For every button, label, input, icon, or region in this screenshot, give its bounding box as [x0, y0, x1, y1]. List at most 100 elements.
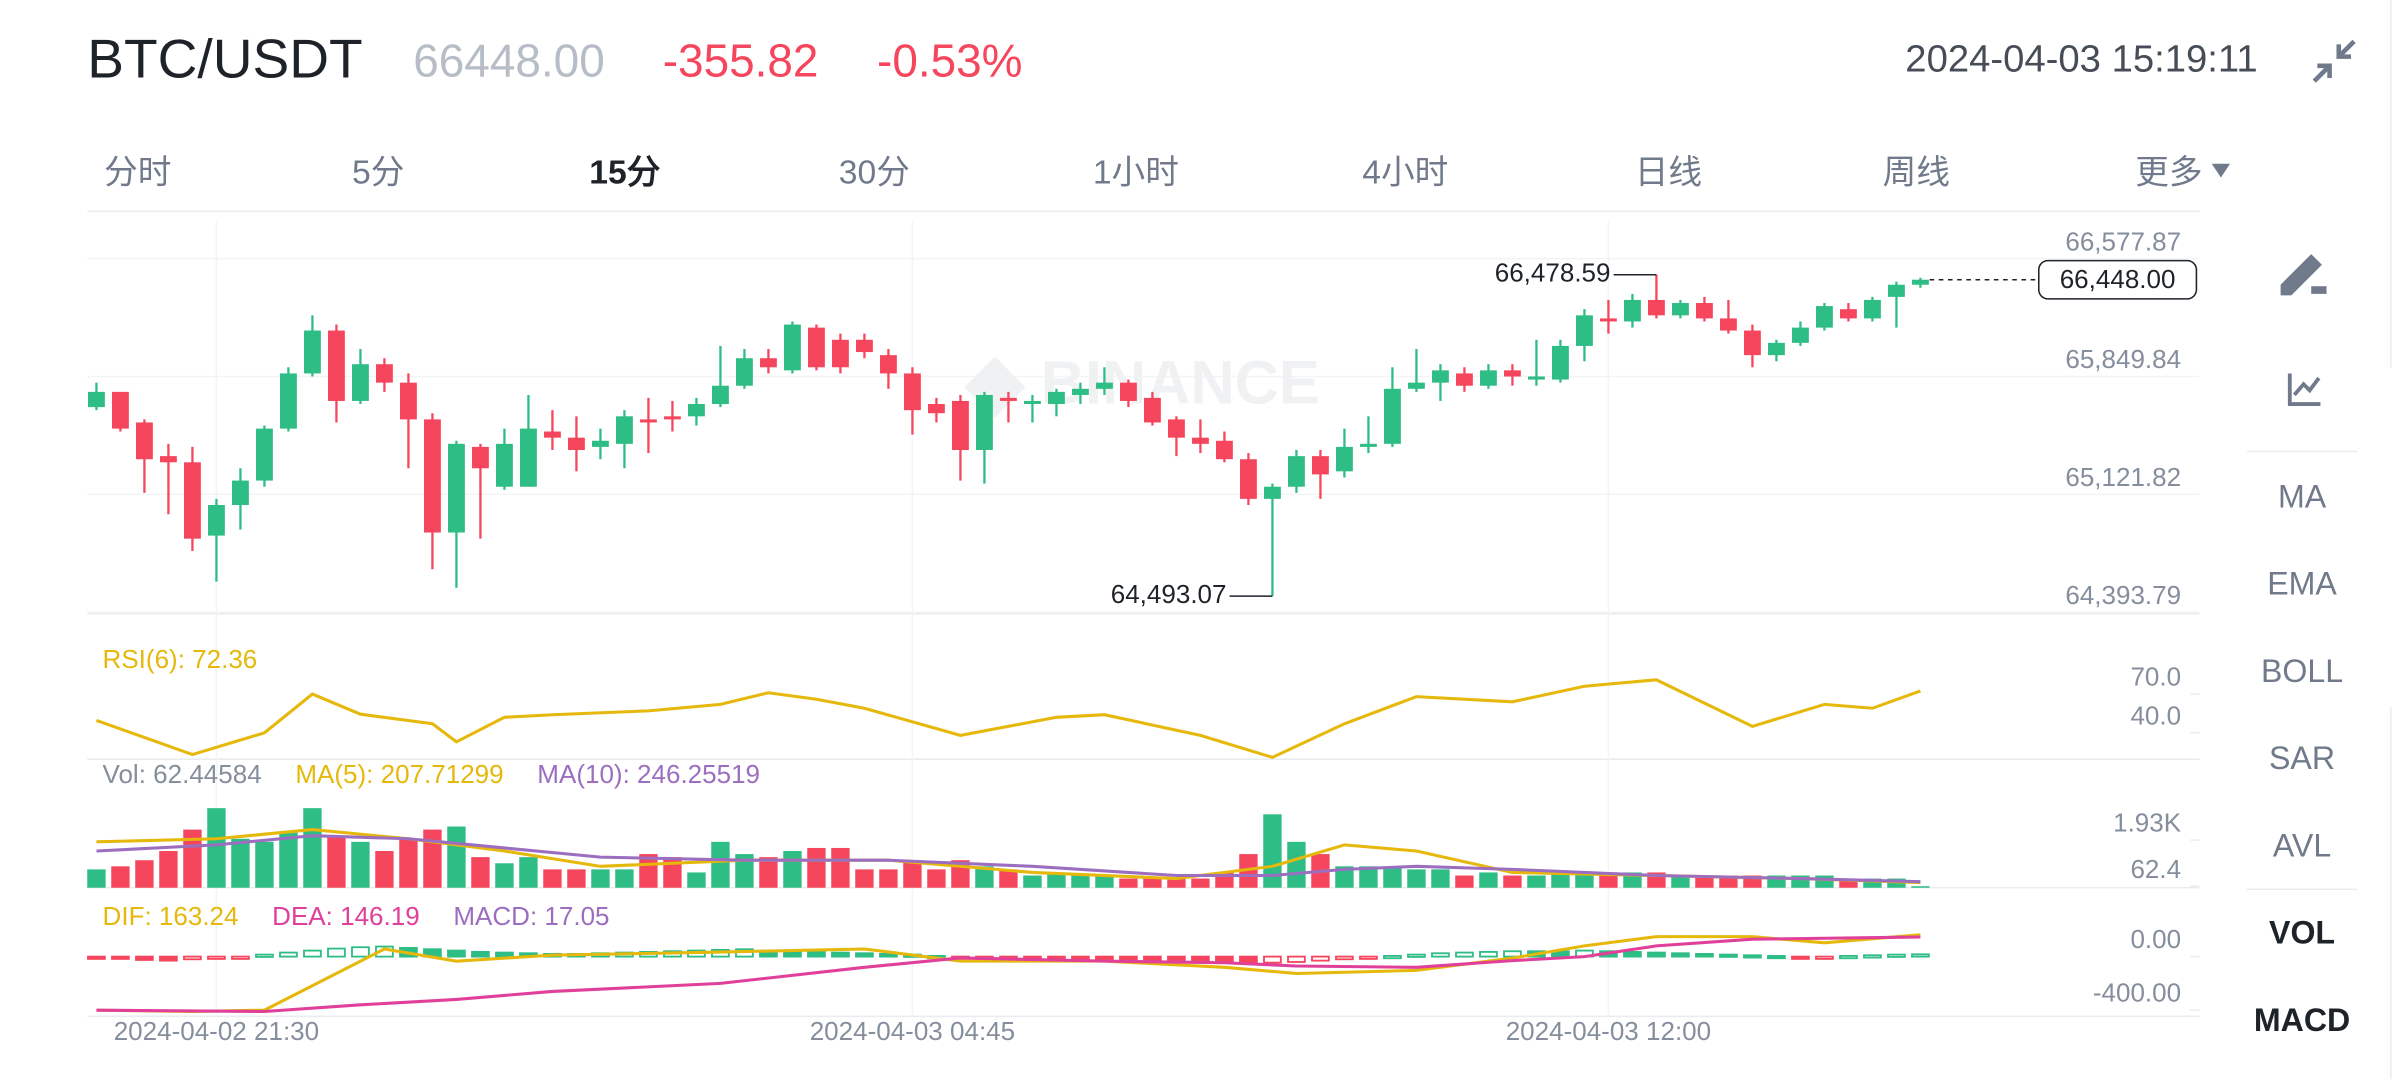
last-price-box [2038, 259, 2198, 300]
candle-body [760, 358, 777, 368]
candle-body [1816, 306, 1833, 328]
watermark: BINANCE [1041, 348, 1320, 416]
candle-body [592, 440, 609, 447]
candle-body [1504, 370, 1521, 377]
volume-bar [639, 854, 658, 888]
indicator-legend: DEA: 146.19 [272, 901, 420, 931]
candle-body [1120, 382, 1137, 401]
indicator-button[interactable]: MA [2278, 478, 2327, 514]
macd-bar [1887, 953, 1906, 958]
volume-bar [879, 869, 898, 888]
candle-body [1552, 345, 1569, 380]
candle-body [1888, 284, 1905, 297]
candle-body [1096, 382, 1113, 389]
y-tick-label: 66,577.87 [2065, 226, 2181, 256]
volume-bar [135, 860, 154, 888]
y-tick-label: 62.4 [2130, 854, 2181, 884]
volume-ma-line [96, 834, 1921, 884]
candle-body [688, 404, 705, 417]
tab[interactable]: 周线 [1883, 153, 1950, 191]
candle-body [520, 428, 537, 487]
macd-bar [1311, 955, 1330, 962]
macd-bar [471, 950, 490, 958]
volume-bar [495, 863, 514, 888]
collapse-icon[interactable] [2312, 39, 2356, 83]
volume-bar [1671, 875, 1690, 888]
volume-bar [279, 832, 298, 888]
y-tick-label: 1.93K [2113, 808, 2182, 838]
last-price: 66448.00 [413, 34, 604, 86]
volume-bar [423, 829, 442, 888]
indicator-button[interactable]: VOL [2269, 915, 2335, 951]
macd-bar [1671, 952, 1690, 958]
indicator-legend: DIF: 163.24 [103, 901, 239, 931]
tab[interactable]: 1小时 [1093, 154, 1179, 191]
dropdown-arrow [2211, 163, 2231, 178]
volume-bar [1431, 869, 1450, 888]
volume-bar [783, 851, 802, 888]
volume-bar [255, 841, 274, 888]
volume-bar [1407, 869, 1426, 888]
volume-bar [375, 851, 394, 888]
volume-bar [471, 857, 490, 888]
candle-body [328, 330, 345, 401]
volume-bar [111, 866, 130, 888]
volume-bar [1551, 872, 1570, 888]
volume-bar [447, 826, 466, 888]
macd-bar [807, 950, 826, 958]
candle-body [736, 358, 753, 386]
candle-body [1192, 437, 1209, 444]
candle-body [1912, 279, 1929, 285]
y-tick-label: 0.00 [2130, 924, 2181, 954]
indicator-legend: MACD: 17.05 [453, 901, 609, 931]
macd-bar [1359, 955, 1378, 960]
macd-bar [855, 952, 874, 958]
x-tick-label: 2024-04-03 04:45 [810, 1016, 1015, 1046]
macd-bar [1191, 955, 1210, 963]
tab[interactable]: 15分 [589, 153, 660, 191]
indicator-button[interactable]: MACD [2254, 1002, 2350, 1038]
macd-bar [1719, 953, 1738, 958]
candle-body [448, 443, 465, 533]
volume-bar [1599, 872, 1618, 888]
macd-bar [87, 955, 106, 960]
volume-bar [1455, 875, 1474, 888]
macd-bar [159, 955, 178, 962]
indicator-button[interactable]: EMA [2267, 566, 2337, 602]
candle-body [1048, 391, 1065, 405]
volume-bar [615, 869, 634, 888]
tab[interactable]: 分时 [104, 154, 171, 191]
macd-bar [1287, 955, 1306, 963]
macd-bar [1407, 953, 1426, 958]
x-tick-label: 2024-04-02 21:30 [114, 1016, 319, 1046]
indicator-button[interactable]: SAR [2269, 740, 2335, 776]
tab[interactable]: 5分 [352, 154, 404, 191]
indicator-button[interactable]: BOLL [2261, 653, 2343, 689]
volume-bar [1479, 872, 1498, 888]
macd-bar [1791, 955, 1810, 960]
candle-body [184, 462, 201, 539]
candle-body [496, 443, 513, 487]
candle-body [1168, 419, 1185, 438]
candle-body [1840, 309, 1857, 319]
candle-body [856, 339, 873, 353]
tab[interactable]: 更多 [2135, 153, 2202, 191]
tab[interactable]: 4小时 [1362, 154, 1448, 191]
macd-bar [1767, 955, 1786, 960]
candle-body [1672, 303, 1689, 316]
candle-body [112, 391, 129, 429]
tab[interactable]: 30分 [839, 154, 910, 191]
macd-bar [1479, 950, 1498, 958]
candle-body [1312, 456, 1329, 475]
volume-bar [303, 808, 322, 888]
macd-bar [111, 955, 130, 960]
macd-bar [255, 953, 274, 958]
draw-tool-icon[interactable] [2280, 254, 2327, 296]
candle-body [1768, 342, 1785, 356]
macd-bar [879, 953, 898, 958]
indicator-icon[interactable] [2287, 373, 2321, 406]
indicator-button[interactable]: AVL [2273, 827, 2331, 863]
macd-bar [135, 955, 154, 961]
tab[interactable]: 日线 [1635, 153, 1702, 191]
